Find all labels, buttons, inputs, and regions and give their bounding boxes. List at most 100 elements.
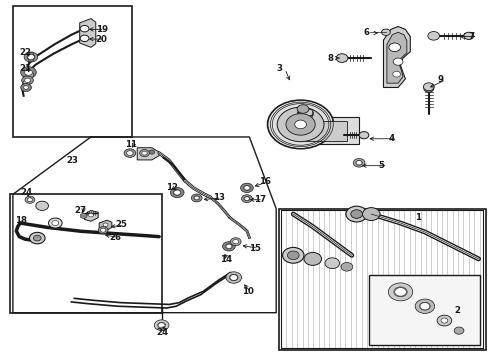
Text: 14: 14 — [220, 255, 232, 264]
Text: 24: 24 — [20, 188, 32, 197]
Circle shape — [340, 262, 352, 271]
Circle shape — [20, 84, 31, 91]
Circle shape — [154, 320, 168, 330]
Text: 18: 18 — [15, 216, 27, 225]
Text: 20: 20 — [96, 35, 107, 44]
Circle shape — [33, 235, 41, 241]
Text: 1: 1 — [414, 213, 420, 222]
Circle shape — [225, 244, 231, 248]
Text: 23: 23 — [66, 156, 79, 165]
Circle shape — [173, 190, 180, 195]
Circle shape — [304, 252, 321, 265]
Circle shape — [222, 242, 235, 251]
Circle shape — [381, 29, 389, 36]
Circle shape — [427, 32, 439, 40]
Circle shape — [158, 323, 164, 328]
Circle shape — [124, 149, 136, 157]
Polygon shape — [383, 27, 409, 87]
Circle shape — [29, 232, 45, 244]
Bar — [10, 194, 161, 313]
Text: 7: 7 — [468, 32, 474, 41]
Circle shape — [103, 223, 108, 226]
Circle shape — [297, 108, 313, 120]
Circle shape — [423, 83, 433, 91]
Circle shape — [28, 58, 33, 62]
Circle shape — [392, 71, 400, 77]
Text: 21: 21 — [19, 64, 31, 73]
Text: 19: 19 — [96, 25, 107, 34]
Circle shape — [244, 197, 249, 201]
Circle shape — [350, 210, 362, 219]
Circle shape — [24, 52, 38, 62]
Circle shape — [88, 213, 93, 217]
Circle shape — [28, 52, 33, 56]
Bar — [300, 117, 358, 144]
Circle shape — [191, 194, 202, 202]
Circle shape — [243, 185, 250, 190]
Circle shape — [244, 186, 249, 190]
Circle shape — [387, 283, 412, 301]
Circle shape — [355, 161, 361, 165]
Circle shape — [194, 196, 199, 200]
Circle shape — [80, 213, 87, 219]
Text: 4: 4 — [387, 134, 394, 143]
Bar — [278, 209, 485, 350]
Circle shape — [23, 86, 28, 89]
Circle shape — [100, 228, 105, 232]
Circle shape — [336, 54, 346, 62]
Text: 3: 3 — [276, 64, 282, 73]
Circle shape — [193, 196, 199, 200]
Circle shape — [453, 327, 463, 334]
Circle shape — [335, 54, 347, 62]
Circle shape — [225, 244, 232, 249]
Circle shape — [229, 275, 237, 280]
Circle shape — [27, 54, 35, 60]
Circle shape — [419, 302, 429, 310]
Circle shape — [241, 195, 252, 203]
Circle shape — [423, 85, 433, 92]
Circle shape — [232, 239, 238, 244]
Text: 8: 8 — [327, 54, 333, 63]
Circle shape — [80, 26, 89, 32]
Circle shape — [230, 238, 241, 246]
Circle shape — [436, 315, 451, 326]
Circle shape — [157, 322, 165, 328]
Circle shape — [24, 78, 30, 82]
Bar — [13, 6, 132, 137]
Text: 12: 12 — [166, 183, 178, 192]
Circle shape — [419, 303, 429, 310]
Polygon shape — [386, 32, 406, 83]
Circle shape — [463, 32, 473, 40]
Bar — [368, 275, 479, 345]
Circle shape — [388, 43, 400, 51]
Circle shape — [440, 318, 447, 323]
Circle shape — [225, 272, 241, 283]
Circle shape — [352, 158, 364, 167]
Text: 13: 13 — [212, 193, 224, 202]
Polygon shape — [137, 148, 159, 160]
Polygon shape — [80, 19, 96, 47]
Circle shape — [414, 299, 434, 314]
Polygon shape — [84, 211, 98, 221]
Circle shape — [393, 287, 407, 297]
Text: 10: 10 — [242, 287, 253, 296]
Circle shape — [358, 132, 368, 139]
Circle shape — [24, 69, 32, 75]
Circle shape — [173, 190, 181, 195]
Text: 26: 26 — [109, 233, 121, 242]
Text: 27: 27 — [75, 206, 87, 215]
Text: 6: 6 — [363, 28, 369, 37]
Text: 16: 16 — [259, 177, 270, 186]
Circle shape — [149, 150, 155, 154]
Circle shape — [52, 221, 59, 226]
Circle shape — [98, 226, 108, 234]
Circle shape — [392, 58, 402, 65]
Circle shape — [297, 105, 308, 113]
Circle shape — [394, 288, 406, 296]
Circle shape — [25, 196, 35, 203]
Circle shape — [325, 258, 339, 269]
Circle shape — [267, 100, 333, 149]
Circle shape — [282, 247, 304, 263]
Text: 22: 22 — [19, 48, 31, 57]
Text: 25: 25 — [115, 220, 127, 229]
